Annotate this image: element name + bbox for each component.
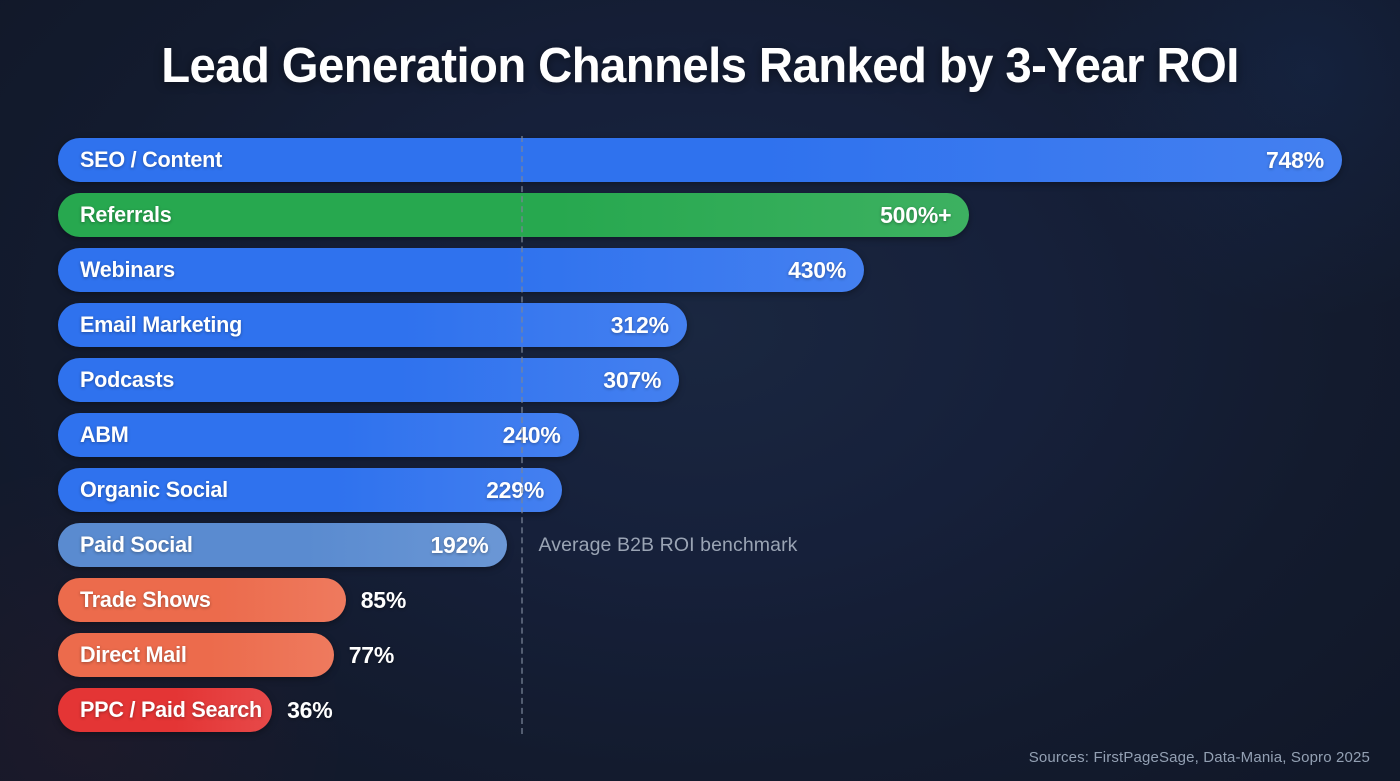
bar-row[interactable]: Paid Social 192%	[58, 523, 1342, 567]
bar-value-label: 36%	[287, 696, 333, 723]
bar-category-label: Webinars	[80, 257, 175, 282]
bar-category-label: PPC / Paid Search	[80, 697, 263, 722]
bar-webinars[interactable]: Webinars 430%	[58, 248, 865, 292]
bar-row[interactable]: Podcasts 307%	[58, 358, 1342, 402]
bar-podcasts[interactable]: Podcasts 307%	[58, 358, 680, 402]
bar-category-label: Referrals	[80, 202, 172, 227]
bar-abm[interactable]: ABM 240%	[58, 413, 579, 457]
bar-value-label: 229%	[486, 476, 545, 503]
bar-plot-area: SEO / Content 748% Referrals 500%+ Webinars 4…	[58, 136, 1342, 734]
bar-category-label: Organic Social	[80, 477, 228, 502]
bar-direct-mail[interactable]: Direct Mail	[58, 633, 334, 677]
bar-category-label: Email Marketing	[80, 312, 243, 337]
bar-referrals[interactable]: Referrals 500%+	[58, 193, 970, 237]
bar-ppc-paid-search[interactable]: PPC / Paid Search	[58, 688, 273, 732]
bar-row[interactable]: Referrals 500%+	[58, 193, 1342, 237]
bar-paid-social[interactable]: Paid Social 192%	[58, 523, 507, 567]
bar-seo-content[interactable]: SEO / Content 748%	[58, 138, 1342, 182]
bar-value-label: 192%	[430, 531, 489, 558]
benchmark-dashed-line	[520, 136, 523, 734]
bar-value-label: 85%	[360, 586, 407, 613]
bar-value-label: 307%	[603, 366, 662, 393]
bar-value-label: 77%	[348, 641, 395, 668]
bar-row[interactable]: Webinars 430%	[58, 248, 1342, 292]
bar-trade-shows[interactable]: Trade Shows	[58, 578, 346, 622]
bar-category-label: ABM	[80, 422, 129, 447]
bar-email-marketing[interactable]: Email Marketing 312%	[58, 303, 687, 347]
bar-value-label: 748%	[1265, 146, 1324, 173]
bar-row[interactable]: Direct Mail 77%	[58, 633, 1342, 677]
bar-category-label: Paid Social	[80, 532, 193, 557]
bar-category-label: SEO / Content	[80, 147, 223, 172]
chart-title: Lead Generation Channels Ranked by 3-Yea…	[161, 39, 1239, 93]
bar-value-label: 240%	[502, 421, 561, 448]
bar-row[interactable]: Trade Shows 85%	[58, 578, 1342, 622]
bar-row[interactable]: SEO / Content 748%	[58, 138, 1342, 182]
bar-row[interactable]: Organic Social 229%	[58, 468, 1342, 512]
bar-category-label: Trade Shows	[80, 587, 211, 612]
benchmark-annotation: Average B2B ROI benchmark	[538, 533, 798, 556]
bar-row[interactable]: Email Marketing 312%	[58, 303, 1342, 347]
bar-value-label: 312%	[610, 311, 669, 338]
bar-value-label: 500%+	[880, 201, 952, 228]
bar-category-label: Direct Mail	[80, 642, 187, 667]
bar-row[interactable]: PPC / Paid Search 36%	[58, 688, 1342, 732]
sources-footnote: Sources: FirstPageSage, Data-Mania, Sopr…	[1028, 749, 1370, 766]
bar-organic-social[interactable]: Organic Social 229%	[58, 468, 563, 512]
bar-value-label: 430%	[788, 256, 847, 283]
bar-row[interactable]: ABM 240%	[58, 413, 1342, 457]
bar-category-label: Podcasts	[80, 367, 175, 392]
